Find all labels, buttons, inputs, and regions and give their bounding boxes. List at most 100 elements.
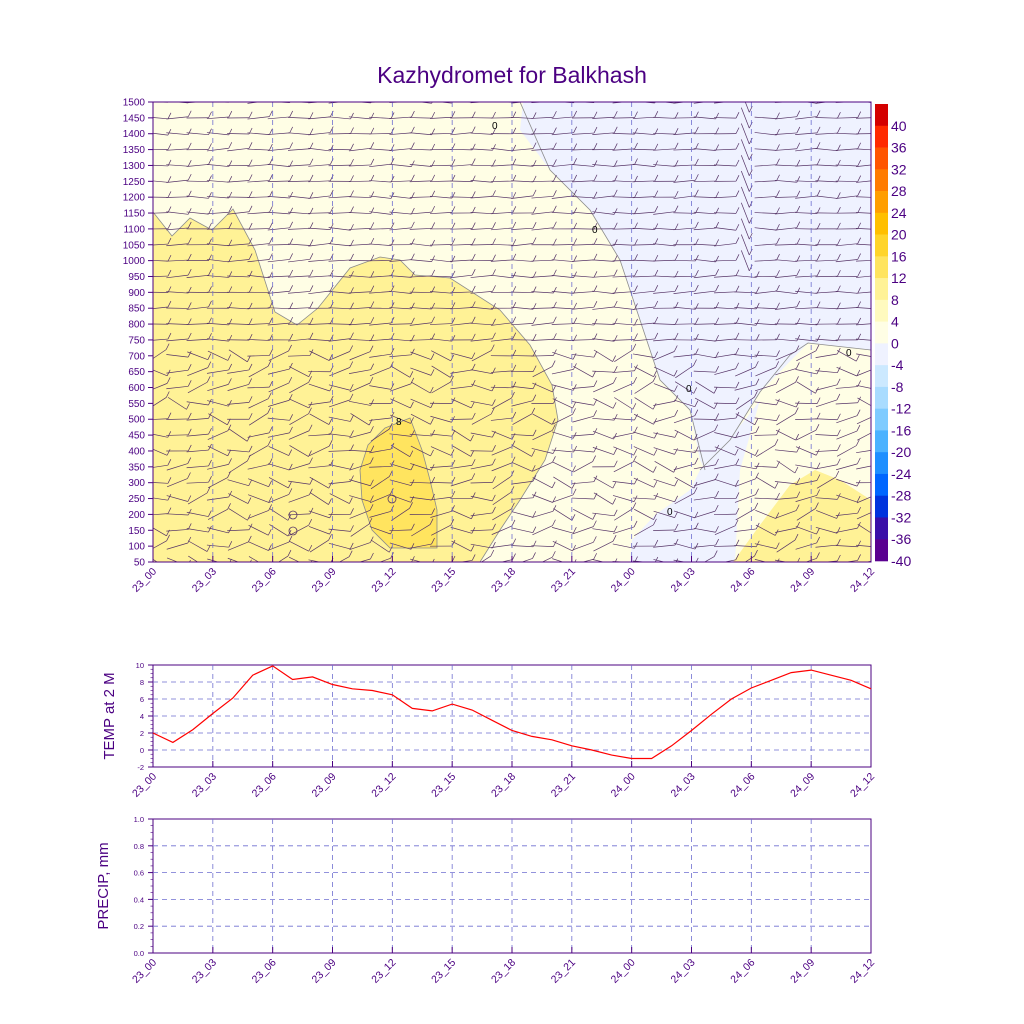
x-tick-label: 23_18 bbox=[489, 566, 518, 595]
wind-barb-shaft bbox=[754, 180, 777, 183]
wind-barb-flag bbox=[715, 127, 720, 134]
wind-barb-flag bbox=[228, 541, 233, 548]
wind-barb-shaft bbox=[856, 180, 871, 183]
wind-barb-shaft bbox=[822, 560, 838, 562]
wind-barb-flag bbox=[715, 284, 719, 292]
wind-barb-shaft bbox=[531, 148, 554, 151]
wind-barb-shaft bbox=[288, 148, 310, 151]
wind-barb-flag bbox=[492, 367, 496, 374]
wind-barb-flag bbox=[492, 190, 496, 197]
wind-barb-flag bbox=[208, 459, 212, 467]
wind-barb-flag bbox=[797, 95, 800, 101]
wind-barb-flag bbox=[553, 142, 557, 149]
wind-barb-flag bbox=[227, 354, 232, 361]
wind-barb-shaft bbox=[653, 338, 676, 342]
wind-barb-shaft bbox=[410, 445, 431, 457]
wind-barb-flag bbox=[715, 191, 720, 198]
wind-barb-shaft bbox=[714, 368, 736, 375]
wind-barb-shaft bbox=[166, 495, 188, 502]
wind-barb-shaft bbox=[511, 527, 533, 534]
wind-barb-flag bbox=[269, 334, 273, 341]
wind-barb-shaft bbox=[470, 102, 487, 104]
wind-barb-flag bbox=[695, 522, 699, 529]
colorbar-swatch bbox=[875, 234, 888, 257]
wind-barb-shaft bbox=[693, 353, 716, 359]
y-tick-label: 1350 bbox=[123, 145, 146, 156]
wind-barb-flag bbox=[471, 459, 476, 466]
wind-barb-shaft bbox=[532, 413, 553, 425]
wind-barb-flag bbox=[796, 190, 801, 197]
wind-barb-shaft bbox=[511, 132, 534, 135]
wind-barb-shaft bbox=[389, 383, 411, 392]
wind-barb-flag bbox=[735, 381, 740, 389]
wind-barb-shaft bbox=[693, 274, 716, 279]
wind-barb-flag bbox=[471, 206, 476, 214]
wind-barb-flag bbox=[269, 349, 273, 356]
wind-barb-shaft bbox=[308, 510, 330, 519]
wind-barb-shaft bbox=[188, 555, 199, 562]
wind-barb-flag bbox=[613, 376, 617, 384]
wind-barb-shaft bbox=[288, 430, 310, 440]
wind-barb-shaft bbox=[490, 243, 513, 246]
wind-barb-shaft bbox=[355, 102, 371, 104]
wind-barb-shaft bbox=[389, 275, 412, 278]
wind-barb-shaft bbox=[734, 528, 757, 532]
wind-barb-flag bbox=[329, 126, 334, 133]
colorbar-swatch bbox=[875, 191, 888, 214]
y-tick-label: 1250 bbox=[123, 177, 146, 188]
wind-barb-flag bbox=[390, 285, 395, 292]
wind-barb-flag bbox=[755, 350, 760, 358]
wind-barb-shaft bbox=[369, 163, 392, 168]
wind-barb-shaft bbox=[512, 413, 532, 425]
cross-section-panel: 0 0 0 0 0 8 5010015020025030035040045050… bbox=[123, 95, 877, 595]
wind-barb-flag bbox=[228, 206, 233, 213]
x-tick-label: 23_03 bbox=[190, 771, 219, 800]
wind-barb-flag bbox=[167, 477, 172, 484]
wind-barb-flag bbox=[694, 400, 699, 407]
wind-barb-flag bbox=[748, 232, 753, 240]
wind-barb-shaft bbox=[551, 369, 574, 375]
wind-barb-flag bbox=[837, 238, 841, 245]
wind-barb-flag bbox=[187, 536, 192, 544]
wind-barb-flag bbox=[593, 399, 598, 406]
wind-barb-shaft bbox=[429, 180, 453, 182]
wind-barb-flag bbox=[815, 449, 820, 456]
wind-barb-shaft bbox=[734, 384, 757, 391]
wind-barb-flag bbox=[714, 473, 719, 480]
wind-barb-flag bbox=[694, 542, 699, 550]
wind-barb-flag bbox=[228, 176, 233, 183]
x-tick-label: 23_21 bbox=[549, 957, 578, 986]
wind-barb-flag bbox=[572, 408, 576, 415]
wind-barb-flag bbox=[328, 354, 333, 361]
wind-barb-flag bbox=[471, 554, 476, 561]
wind-barb-flag bbox=[776, 102, 777, 103]
wind-barb-shaft bbox=[632, 259, 655, 262]
wind-barb-flag bbox=[370, 301, 375, 308]
wind-barb-shaft bbox=[389, 307, 412, 310]
wind-barb-flag bbox=[552, 424, 556, 431]
wind-barb-shaft bbox=[856, 465, 871, 470]
wind-barb-shaft bbox=[288, 338, 310, 342]
wind-barb-flag bbox=[511, 391, 515, 399]
wind-barb-shaft bbox=[614, 397, 634, 410]
wind-barb-shaft bbox=[734, 478, 756, 487]
wind-barb-shaft bbox=[754, 196, 777, 199]
wind-barb-flag bbox=[572, 432, 577, 439]
wind-barb-shaft bbox=[417, 102, 432, 104]
wind-barb-flag bbox=[674, 142, 679, 149]
wind-barb-shaft bbox=[815, 307, 838, 310]
wind-barb-flag bbox=[837, 366, 841, 373]
wind-barb-shaft bbox=[389, 542, 412, 550]
y-tick-label: 10 bbox=[136, 661, 144, 670]
wind-barb-shaft bbox=[815, 544, 838, 548]
wind-barb-shaft bbox=[409, 117, 432, 119]
wind-barb-shaft bbox=[206, 496, 229, 501]
colorbar-swatch bbox=[875, 147, 888, 170]
wind-barb-shaft bbox=[348, 322, 371, 326]
wind-barb-shaft bbox=[754, 116, 777, 119]
colorbar-label: -36 bbox=[891, 531, 911, 547]
wind-barb-flag bbox=[289, 362, 293, 370]
wind-barb-flag bbox=[573, 174, 578, 182]
wind-barb-shaft bbox=[632, 148, 655, 151]
wind-barb-flag bbox=[654, 432, 658, 439]
